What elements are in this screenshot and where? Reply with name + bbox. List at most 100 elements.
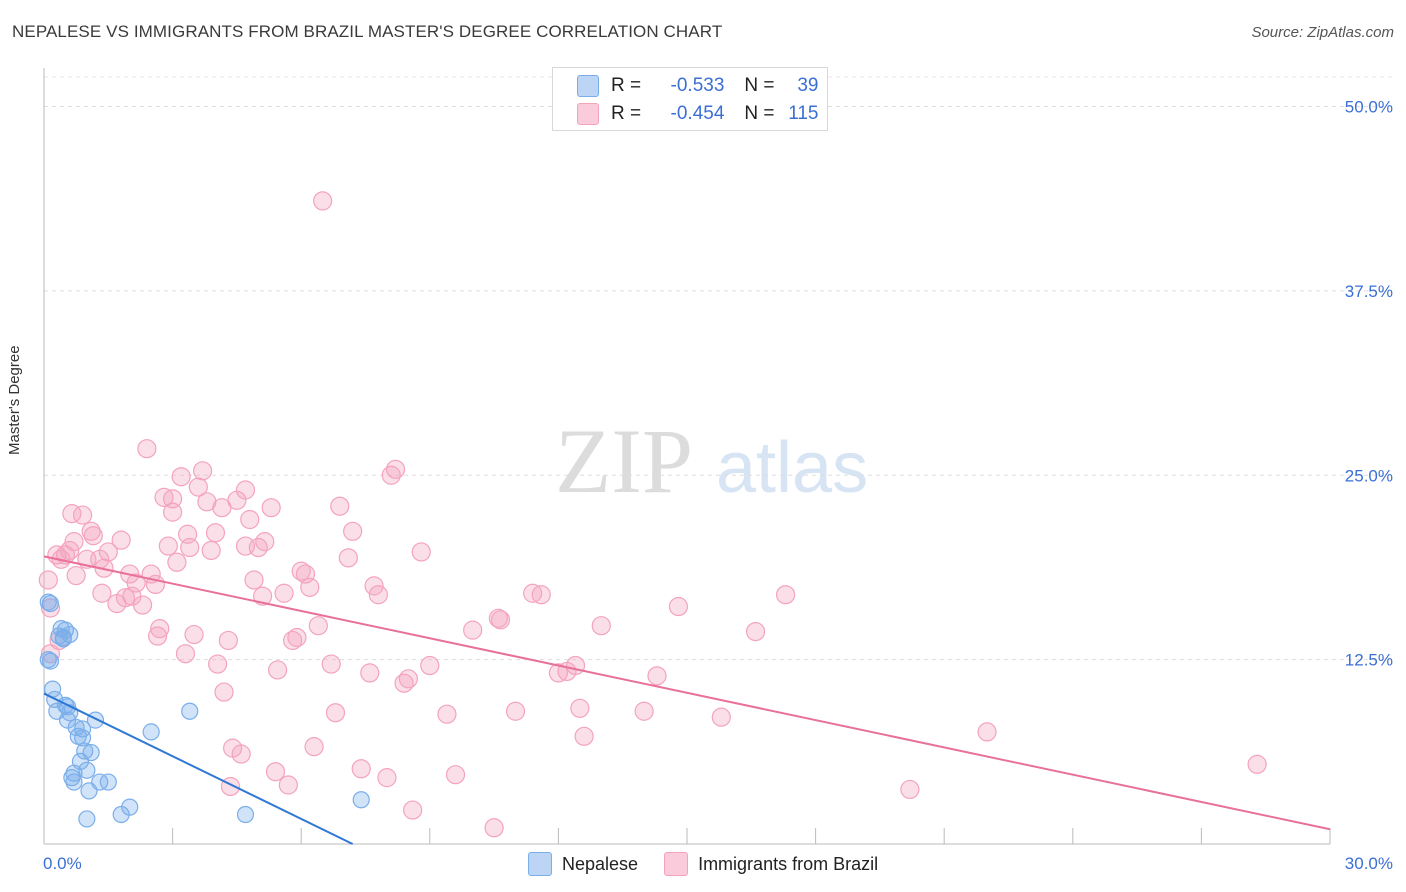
brazil-point — [1247, 754, 1267, 774]
brazil-point — [398, 669, 418, 689]
nepalese-point — [121, 798, 139, 816]
nepalese-point — [54, 630, 72, 648]
brazil-point — [463, 620, 483, 640]
nepalese-legend-swatch — [528, 852, 552, 876]
brazil-point — [420, 655, 440, 676]
brazil-point — [505, 701, 526, 721]
brazil-point — [261, 498, 281, 518]
brazil-point — [308, 616, 328, 636]
nepalese-point — [65, 773, 83, 791]
brazil-point — [163, 502, 183, 522]
brazil-point — [111, 530, 131, 550]
brazil-trend-line — [43, 555, 1331, 831]
brazil-point — [235, 480, 256, 500]
nepalese-point — [236, 805, 255, 824]
brazil-point — [338, 548, 358, 568]
brazil-point — [167, 552, 187, 572]
brazil-point — [377, 768, 397, 788]
axes — [43, 68, 1331, 845]
brazil-point — [343, 521, 363, 541]
watermark-atlas: atlas — [716, 428, 868, 508]
source-label: Source: ZipAtlas.com — [1251, 24, 1394, 41]
brazil-point — [300, 577, 320, 597]
legend-r-value-nepalese: -0.533 — [670, 75, 725, 96]
legend-r-label-brazil: R = — [611, 103, 642, 124]
chart-title: NEPALESE VS IMMIGRANTS FROM BRAZIL MASTE… — [12, 22, 723, 41]
watermark: ZIP atlas — [555, 410, 868, 512]
y-tick-label: 37.5% — [1345, 282, 1393, 301]
brazil-point — [180, 537, 200, 558]
brazil-point — [115, 588, 136, 608]
nepalese-point — [41, 652, 60, 670]
brazil-point — [38, 570, 58, 590]
nepalese-point — [78, 761, 96, 779]
legend-row-nepalese: R = -0.533 N = 39 — [577, 74, 819, 98]
brazil-point — [634, 701, 654, 721]
brazil-point — [150, 619, 170, 639]
brazil-point — [531, 585, 551, 605]
brazil-point — [445, 765, 466, 785]
y-tick-label: 50.0% — [1345, 98, 1393, 117]
nepalese-legend-label: Nepalese — [562, 853, 639, 874]
brazil-point — [364, 576, 384, 596]
legend-r-value-brazil: -0.454 — [670, 103, 725, 124]
x-tick-label: 30.0% — [1345, 854, 1393, 873]
brazil-point — [137, 439, 157, 459]
nepalese-point — [41, 594, 60, 613]
brazil-point — [570, 698, 590, 718]
y-tick-label: 25.0% — [1345, 466, 1393, 485]
brazil-point — [240, 509, 260, 530]
brazil-point — [205, 523, 226, 543]
nepalese-point — [56, 696, 75, 714]
brazil-point — [411, 542, 431, 562]
brazil-point — [775, 585, 796, 605]
brazil-point — [325, 703, 346, 723]
tick-labels: 12.5% 25.0% 37.5% 50.0% 0.0% 30.0% — [43, 98, 1393, 874]
brazil-point — [201, 540, 221, 561]
brazil-point — [147, 626, 168, 646]
brazil-swatch — [577, 103, 599, 125]
brazil-point — [313, 191, 333, 211]
brazil-point — [304, 737, 324, 757]
nepalese-point — [142, 723, 160, 741]
brazil-point — [360, 663, 380, 683]
legend-n-value-nepalese: 39 — [797, 75, 819, 96]
watermark-zip: ZIP — [555, 410, 693, 512]
brazil-point — [214, 682, 234, 702]
brazil-point — [188, 477, 208, 497]
brazil-point — [647, 666, 667, 686]
nepalese-point — [82, 743, 100, 762]
brazil-point — [40, 598, 61, 618]
brazil-point — [184, 624, 204, 645]
nepalese-points — [39, 593, 370, 828]
nepalese-point — [99, 773, 117, 791]
correlation-legend: R = -0.533 N = 39 R = -0.454 N = 115 — [552, 67, 828, 131]
brazil-point — [385, 459, 406, 479]
brazil-point — [351, 759, 371, 779]
brazil-point — [244, 570, 264, 590]
legend-r-label-nepalese: R = — [611, 75, 642, 96]
brazil-point — [92, 583, 112, 603]
nepalese-point — [63, 769, 81, 787]
brazil-point — [437, 704, 457, 724]
brazil-point — [64, 532, 84, 552]
brazil-point — [255, 532, 275, 552]
brazil-point — [484, 818, 504, 838]
brazil-point — [278, 775, 298, 795]
brazil-point — [274, 583, 294, 603]
nepalese-trend-line — [43, 692, 354, 845]
brazil-point — [60, 540, 80, 561]
brazil-point — [977, 722, 997, 742]
brazil-point — [208, 654, 228, 674]
brazil-point — [330, 496, 350, 516]
y-tick-label: 12.5% — [1345, 651, 1393, 670]
brazil-point — [171, 467, 191, 487]
brazil-point — [163, 489, 183, 509]
legend-row-brazil: R = -0.454 N = 115 — [577, 102, 819, 126]
x-tick-label: 0.0% — [43, 854, 82, 873]
nepalese-point — [78, 810, 96, 828]
nepalese-point — [181, 702, 199, 720]
brazil-point — [158, 536, 178, 556]
brazil-point — [66, 565, 86, 586]
